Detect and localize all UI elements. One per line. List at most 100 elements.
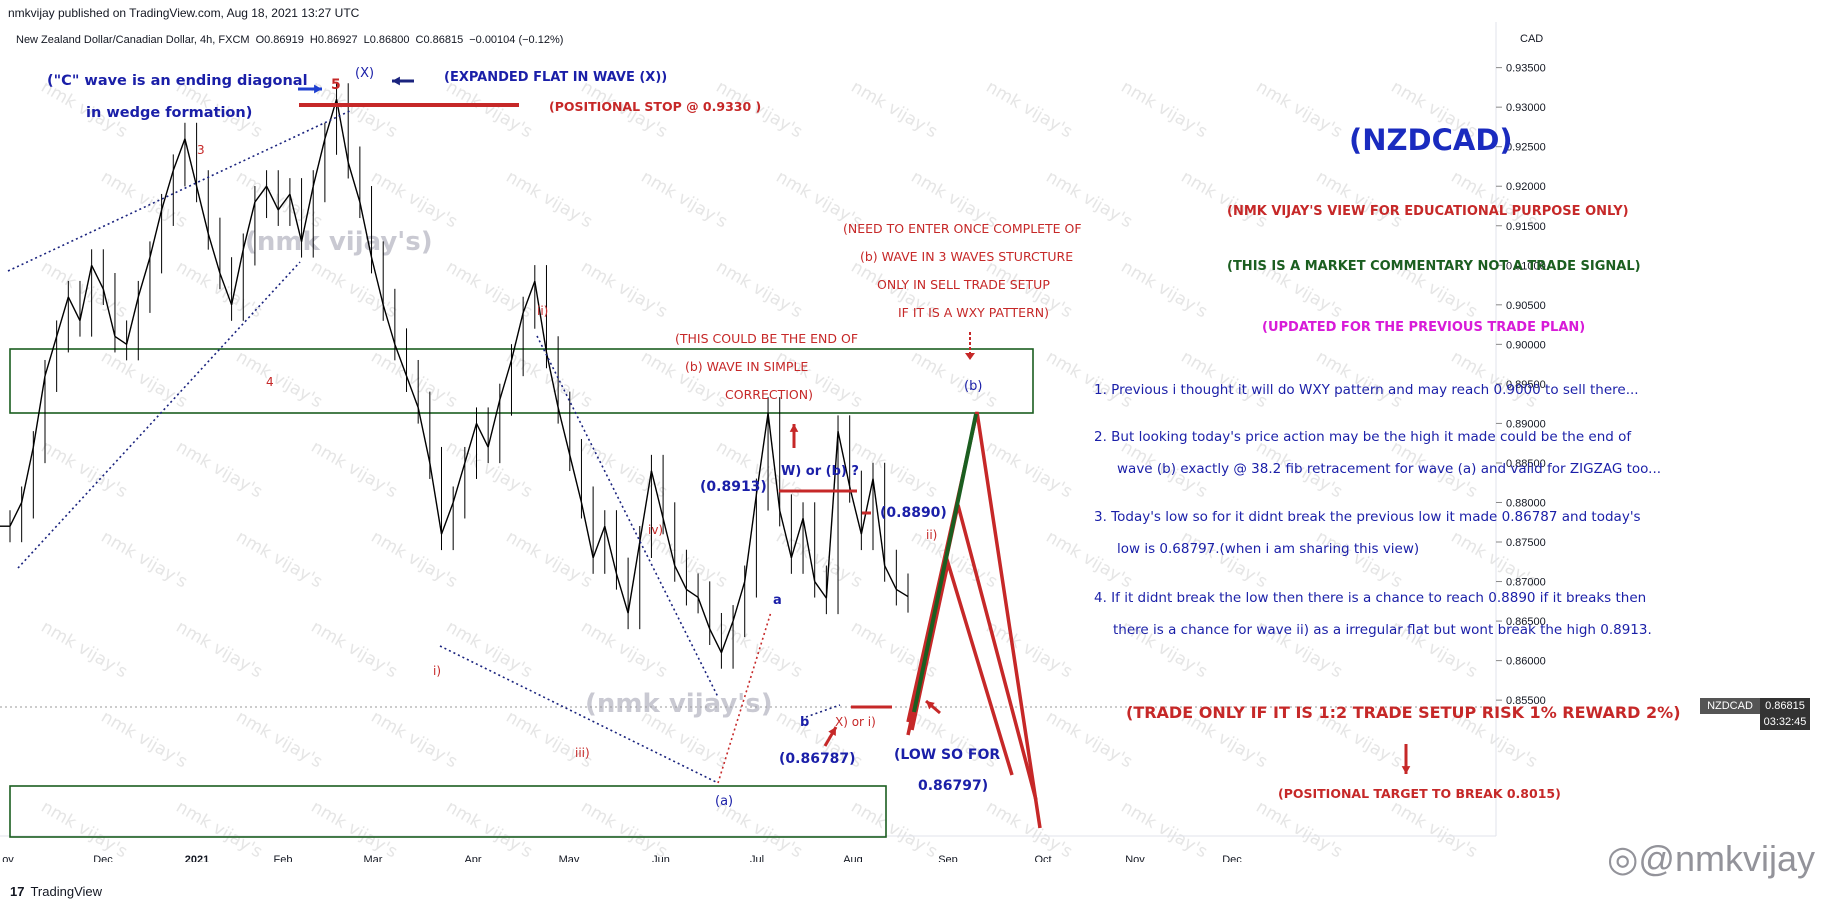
chart-annotation: (THIS IS A MARKET COMMENTARY NOT A TRADE… bbox=[1227, 259, 1641, 274]
time-tick-label: 2021 bbox=[185, 854, 209, 862]
watermark-text: nmk vijay's bbox=[638, 167, 731, 232]
arrow-left-to-x-head bbox=[392, 76, 400, 86]
chart-annotation: 0.86797) bbox=[918, 778, 988, 794]
price-tick-label: 0.90000 bbox=[1506, 339, 1546, 351]
price-tick-label: 0.93500 bbox=[1506, 63, 1546, 75]
chart-annotation: (NEED TO ENTER ONCE COMPLETE OF bbox=[843, 221, 1082, 236]
chart-annotation: 3 bbox=[197, 143, 205, 157]
price-bar-body bbox=[674, 565, 688, 590]
chart-annotation: iii) bbox=[575, 746, 590, 760]
time-tick-label: Oct bbox=[1034, 854, 1051, 862]
support-zone-box bbox=[9, 785, 887, 838]
chart-annotation: IF IT IS A WXY PATTERN) bbox=[898, 305, 1049, 320]
price-bar-body bbox=[522, 280, 536, 313]
price-bar-body bbox=[335, 99, 349, 163]
watermark-text: nmk vijay's bbox=[1118, 77, 1211, 142]
chart-annotation: 5 bbox=[331, 77, 341, 93]
wave-channel-line bbox=[439, 645, 719, 784]
price-tick-label: 0.87500 bbox=[1506, 537, 1546, 549]
chart-annotation: 3. Today's low so for it didnt break the… bbox=[1094, 509, 1641, 525]
price-bar-body bbox=[499, 359, 513, 400]
price-tick-label: 0.88000 bbox=[1506, 497, 1546, 509]
watermark-text: nmk vijay's bbox=[173, 797, 266, 862]
watermark-text: nmk vijay's bbox=[578, 797, 671, 862]
time-tick-label: Jun bbox=[652, 854, 670, 862]
price-tick-label: 0.93000 bbox=[1506, 102, 1546, 114]
watermark-text: nmk vijay's bbox=[773, 347, 866, 412]
arrow-right-to-5-head bbox=[314, 84, 322, 94]
watermark-text: nmk vijay's bbox=[503, 527, 596, 592]
price-bar-body bbox=[895, 588, 909, 598]
price-chart[interactable]: nmk vijay's nmk vijay's nmk vijay's nmk vij… bbox=[0, 22, 1834, 862]
price-bar-body bbox=[464, 423, 478, 464]
watermark-text: nmk vijay's bbox=[713, 617, 806, 682]
price-bar-body bbox=[429, 462, 443, 535]
price-bar-body bbox=[755, 413, 769, 495]
watermark-text: nmk vijay's bbox=[1313, 167, 1406, 232]
time-tick-label: ov bbox=[2, 854, 14, 862]
price-bar-body bbox=[697, 597, 711, 630]
symbol-legend: New Zealand Dollar/Canadian Dollar, 4h, … bbox=[16, 34, 569, 46]
last-price-tag: 0.86815 03:32:45 bbox=[1760, 698, 1810, 730]
price-bar-body bbox=[394, 344, 408, 377]
chart-annotation: wave (b) exactly @ 38.2 fib retracement … bbox=[1117, 461, 1661, 477]
watermark-text: nmk vijay's bbox=[1043, 707, 1136, 772]
price-bar-body bbox=[137, 257, 151, 298]
chart-annotation: (THIS COULD BE THE END OF bbox=[675, 331, 858, 346]
watermark-text: nmk vijay's bbox=[368, 527, 461, 592]
time-tick-label: Feb bbox=[274, 854, 293, 862]
chart-annotation: (LOW SO FOR bbox=[894, 747, 1000, 763]
watermark-text: nmk vijay's bbox=[98, 527, 191, 592]
price-bar-body bbox=[686, 588, 699, 598]
watermark-text: nmk vijay's bbox=[38, 437, 131, 502]
price-bar-body bbox=[557, 407, 571, 456]
price-bar-body bbox=[534, 280, 548, 353]
watermark-text: nmk vijay's bbox=[233, 527, 326, 592]
watermark-text: nmk vijay's bbox=[308, 257, 401, 322]
chart-annotation: (EXPANDED FLAT IN WAVE (X)) bbox=[444, 70, 667, 85]
watermark-text: nmk vijay's bbox=[1178, 347, 1271, 412]
watermark-text: nmk vijay's bbox=[98, 167, 191, 232]
last-price-value: 0.86815 bbox=[1765, 700, 1805, 712]
watermark-text: nmk vijay's bbox=[578, 257, 671, 322]
watermark-text: nmk vijay's bbox=[308, 797, 401, 862]
watermark-text: nmk vijay's bbox=[713, 257, 806, 322]
watermark-text: nmk vijay's bbox=[503, 707, 596, 772]
arrow-up-to-correction-head bbox=[789, 424, 799, 432]
watermark-big: (nmk vijay's) bbox=[585, 689, 773, 719]
diagonal-trendline-upper bbox=[7, 109, 353, 272]
chart-annotation: there is a chance for wave ii) as a irre… bbox=[1113, 622, 1652, 638]
price-bar-body bbox=[347, 162, 361, 203]
projection-red-path-2 bbox=[910, 556, 1014, 776]
price-bar-body bbox=[254, 185, 268, 203]
price-bar-body bbox=[102, 288, 116, 337]
price-bar-body bbox=[569, 454, 583, 503]
price-bar-body bbox=[860, 478, 874, 535]
chart-annotation: iv) bbox=[648, 523, 663, 537]
price-tick-label: 0.91000 bbox=[1506, 260, 1546, 272]
price-bar-body bbox=[662, 518, 676, 566]
price-bar-body bbox=[20, 446, 35, 503]
watermark-text: nmk vijay's bbox=[848, 77, 941, 142]
price-series bbox=[0, 83, 909, 669]
chart-annotation: 4. If it didnt break the low then there … bbox=[1094, 590, 1646, 606]
watermark-text: nmk vijay's bbox=[443, 77, 536, 142]
price-bar-body bbox=[732, 581, 746, 622]
price-bar-body bbox=[639, 470, 653, 543]
price-bar-body bbox=[744, 494, 758, 582]
price-bar-body bbox=[230, 249, 244, 305]
price-bar-body bbox=[67, 296, 81, 321]
price-bar-body bbox=[172, 138, 186, 171]
arrow-to-low-head bbox=[926, 701, 935, 710]
chart-annotation: 4 bbox=[266, 375, 274, 389]
watermark-text: nmk vijay's bbox=[908, 347, 1001, 412]
price-tick-label: 0.89000 bbox=[1506, 418, 1546, 430]
tradingview-logo[interactable]: 17 TradingView bbox=[10, 884, 102, 899]
price-tick-label: 0.91500 bbox=[1506, 221, 1546, 233]
arrow-down-to-b-head bbox=[965, 353, 975, 360]
watermark-text: nmk vijay's bbox=[233, 707, 326, 772]
time-tick-label: Sep bbox=[938, 854, 958, 862]
chart-annotation: (b) bbox=[964, 379, 982, 394]
watermark-text: nmk vijay's bbox=[1388, 797, 1481, 862]
price-bar-body bbox=[779, 510, 793, 558]
